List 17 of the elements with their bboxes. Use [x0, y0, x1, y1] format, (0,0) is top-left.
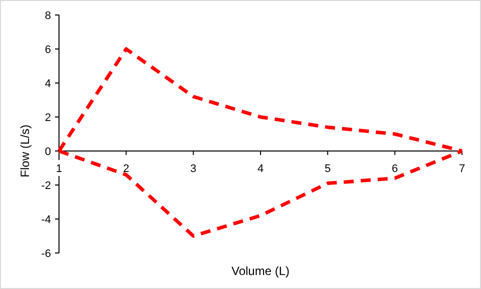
x-tick-label: 6: [392, 163, 398, 175]
y-tick-label: -4: [41, 214, 51, 226]
x-tick-label: 5: [324, 163, 331, 175]
y-tick-label: 2: [44, 112, 51, 124]
y-tick-label: -6: [41, 248, 51, 260]
y-tick-label: 0: [44, 146, 51, 158]
x-tick-label: 3: [190, 163, 196, 175]
x-tick-label: 4: [257, 163, 264, 175]
x-axis-title: Volume (L): [231, 264, 290, 278]
y-axis-title: Flow (L/s): [18, 124, 32, 178]
x-tick-label: 2: [123, 163, 130, 175]
y-tick-label: -2: [41, 180, 51, 192]
y-tick-label: 8: [44, 10, 51, 22]
x-tick-label: 1: [56, 163, 62, 175]
x-tick-label: 7: [458, 163, 466, 175]
y-tick-label: 4: [44, 78, 51, 90]
y-tick-label: 6: [44, 44, 51, 56]
